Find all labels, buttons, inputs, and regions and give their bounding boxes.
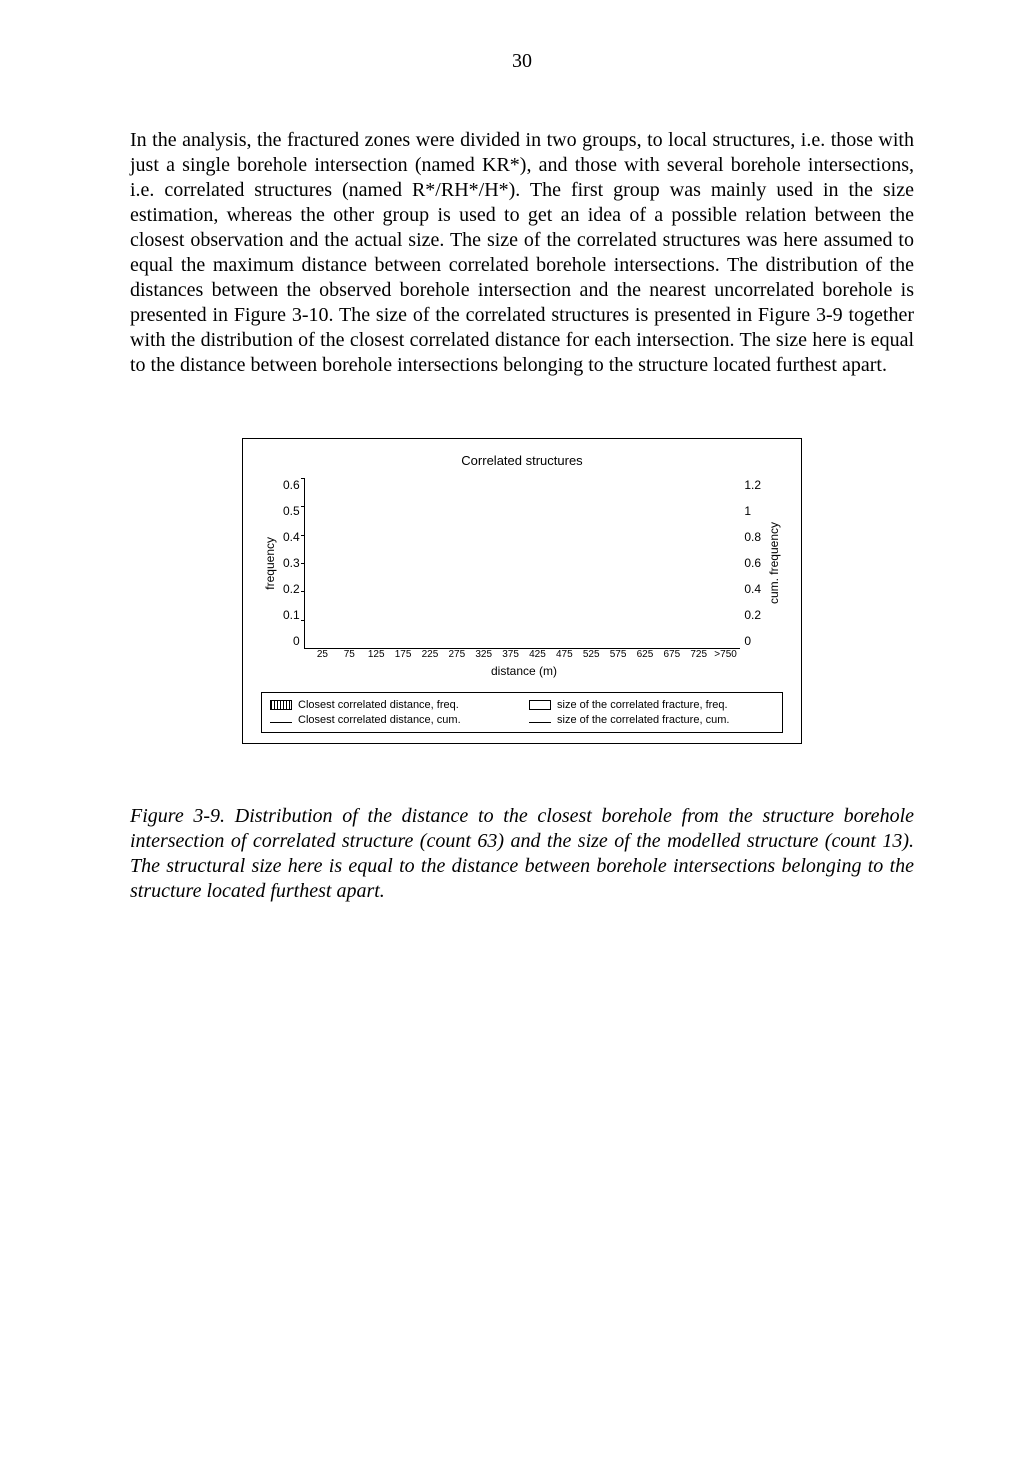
x-tick: 425 [524, 649, 551, 660]
legend-swatch-icon [529, 700, 551, 710]
x-tick: 225 [417, 649, 444, 660]
y-tick: 0 [283, 634, 300, 648]
legend-item: Closest correlated distance, freq. [270, 699, 515, 711]
x-axis-ticks: 25 75 125 175 225 275 325 375 425 475 52… [309, 649, 739, 660]
y-axis-right-ticks: 1.2 1 0.8 0.6 0.4 0.2 0 [740, 478, 765, 648]
y-tick: 0.3 [283, 556, 300, 570]
y-tick: 1 [744, 504, 761, 518]
legend-text: Closest correlated distance, cum. [298, 714, 461, 726]
legend-line-icon [270, 722, 292, 723]
figure-caption-label: Figure 3-9. [130, 805, 225, 827]
x-axis-label: distance (m) [309, 664, 739, 678]
chart-title: Correlated structures [261, 453, 783, 468]
y-axis-right-label: cum. frequency [765, 522, 783, 604]
x-tick: 675 [658, 649, 685, 660]
legend: Closest correlated distance, freq. size … [261, 692, 783, 733]
x-axis-row: 25 75 125 175 225 275 325 375 425 475 52… [261, 649, 783, 678]
legend-item: Closest correlated distance, cum. [270, 714, 515, 726]
x-tick: >750 [712, 649, 739, 660]
y-tick: 1.2 [744, 478, 761, 492]
y-axis-left-label: frequency [261, 537, 279, 590]
page-number: 30 [130, 50, 914, 73]
x-tick: 525 [578, 649, 605, 660]
figure-caption: Figure 3-9. Distribution of the distance… [130, 804, 914, 904]
x-tick: 725 [685, 649, 712, 660]
x-tick: 325 [470, 649, 497, 660]
y-tick: 0.4 [283, 530, 300, 544]
x-tick: 75 [336, 649, 363, 660]
legend-line-icon [529, 722, 551, 723]
x-tick: 475 [551, 649, 578, 660]
page: 30 In the analysis, the fractured zones … [0, 0, 1024, 964]
y-tick: 0.4 [744, 582, 761, 596]
y-tick: 0.6 [744, 556, 761, 570]
y-tick: 0.1 [283, 608, 300, 622]
y-tick: 0.5 [283, 504, 300, 518]
x-tick: 375 [497, 649, 524, 660]
y-tick: 0 [744, 634, 761, 648]
x-tick: 625 [632, 649, 659, 660]
figure-container: Correlated structures frequency 0.6 0.5 … [130, 438, 914, 744]
x-tick: 125 [363, 649, 390, 660]
y-tick: 0.2 [283, 582, 300, 596]
y-tick: 0.2 [744, 608, 761, 622]
body-paragraph: In the analysis, the fractured zones wer… [130, 128, 914, 378]
figure-caption-text: Distribution of the distance to the clos… [130, 805, 914, 902]
x-tick: 175 [390, 649, 417, 660]
y-tick: 0.6 [283, 478, 300, 492]
chart-row: frequency 0.6 0.5 0.4 0.3 0.2 0.1 0 [261, 478, 783, 649]
legend-text: Closest correlated distance, freq. [298, 699, 459, 711]
plot-area [304, 478, 741, 649]
x-tick: 25 [309, 649, 336, 660]
y-tick: 0.8 [744, 530, 761, 544]
legend-text: size of the correlated fracture, freq. [557, 699, 728, 711]
legend-text: size of the correlated fracture, cum. [557, 714, 729, 726]
legend-swatch-icon [270, 700, 292, 710]
legend-item: size of the correlated fracture, freq. [529, 699, 774, 711]
figure-box: Correlated structures frequency 0.6 0.5 … [242, 438, 802, 744]
x-tick: 275 [443, 649, 470, 660]
x-tick: 575 [605, 649, 632, 660]
legend-item: size of the correlated fracture, cum. [529, 714, 774, 726]
